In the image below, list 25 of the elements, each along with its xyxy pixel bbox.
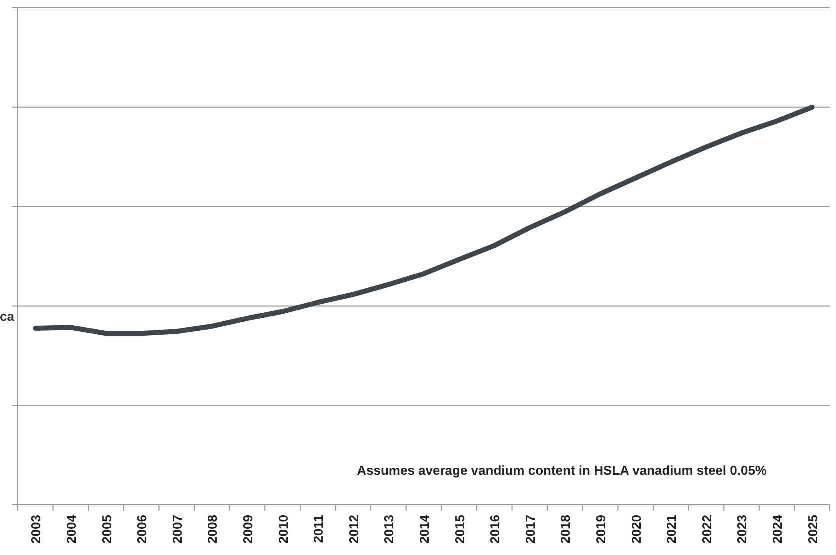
x-tick-label: 2024 bbox=[770, 514, 786, 544]
x-tick-label: 2007 bbox=[170, 515, 185, 544]
x-tick-label: 2016 bbox=[488, 515, 503, 544]
x-tick-label: 2010 bbox=[276, 515, 291, 544]
x-tick-label: 2003 bbox=[28, 515, 44, 544]
x-tick-label: 2004 bbox=[64, 514, 79, 544]
x-tick-label: 2019 bbox=[594, 515, 609, 544]
x-tick-label: 2014 bbox=[417, 514, 432, 544]
x-tick-label: 2005 bbox=[99, 515, 114, 544]
x-tick-label: 2017 bbox=[522, 515, 538, 544]
x-tick-label: 2012 bbox=[346, 515, 362, 544]
x-tick-label: 2013 bbox=[382, 515, 397, 544]
x-tick-label: 2021 bbox=[664, 515, 680, 544]
x-tick-label: 2023 bbox=[734, 515, 750, 544]
x-tick-label: 2015 bbox=[452, 515, 468, 544]
x-tick-label: 2006 bbox=[134, 515, 150, 544]
annotation: Assumes average vandium content in HSLA vanadium steel 0.05% bbox=[357, 463, 768, 478]
x-tick-label: 2009 bbox=[240, 515, 256, 544]
x-tick-label: 2008 bbox=[205, 515, 220, 544]
y-axis-title: ca bbox=[0, 309, 16, 324]
x-tick-label: 2020 bbox=[628, 515, 644, 544]
x-tick-label: 2025 bbox=[805, 515, 820, 544]
x-tick-label: 2011 bbox=[311, 515, 326, 544]
x-tick-label: 2018 bbox=[558, 515, 574, 544]
x-tick-label: 2022 bbox=[699, 515, 714, 544]
